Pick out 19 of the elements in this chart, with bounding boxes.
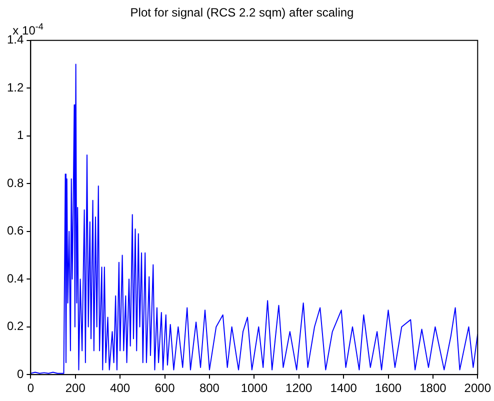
x-tick-label: 200	[65, 381, 86, 396]
x-tick-label: 800	[199, 381, 220, 396]
y-tick-label: 0.8	[6, 176, 24, 190]
y-tick-label: 1.2	[6, 80, 24, 94]
x-tick-label: 2000	[464, 381, 492, 396]
y-tick-label: 1	[16, 128, 24, 142]
x-tick-label: 600	[154, 381, 176, 396]
y-tick-label: 0	[16, 366, 24, 381]
x-tick-label: 1000	[240, 381, 268, 396]
y-tick-label: 0.4	[6, 271, 24, 286]
x-tick-label: 1400	[330, 381, 358, 396]
x-tick-label: 0	[27, 381, 34, 396]
x-tick-label: 1200	[286, 381, 313, 396]
y-tick-label: 0.6	[6, 224, 24, 238]
x-tick-label: 400	[110, 381, 130, 396]
y-tick-label: 0.2	[6, 319, 24, 334]
x-tick-label: 1600	[374, 381, 402, 396]
x-tick-label: 1800	[420, 381, 447, 396]
chart-title: Plot for signal (RCS 2.2 sqm) after scaling	[130, 6, 354, 20]
